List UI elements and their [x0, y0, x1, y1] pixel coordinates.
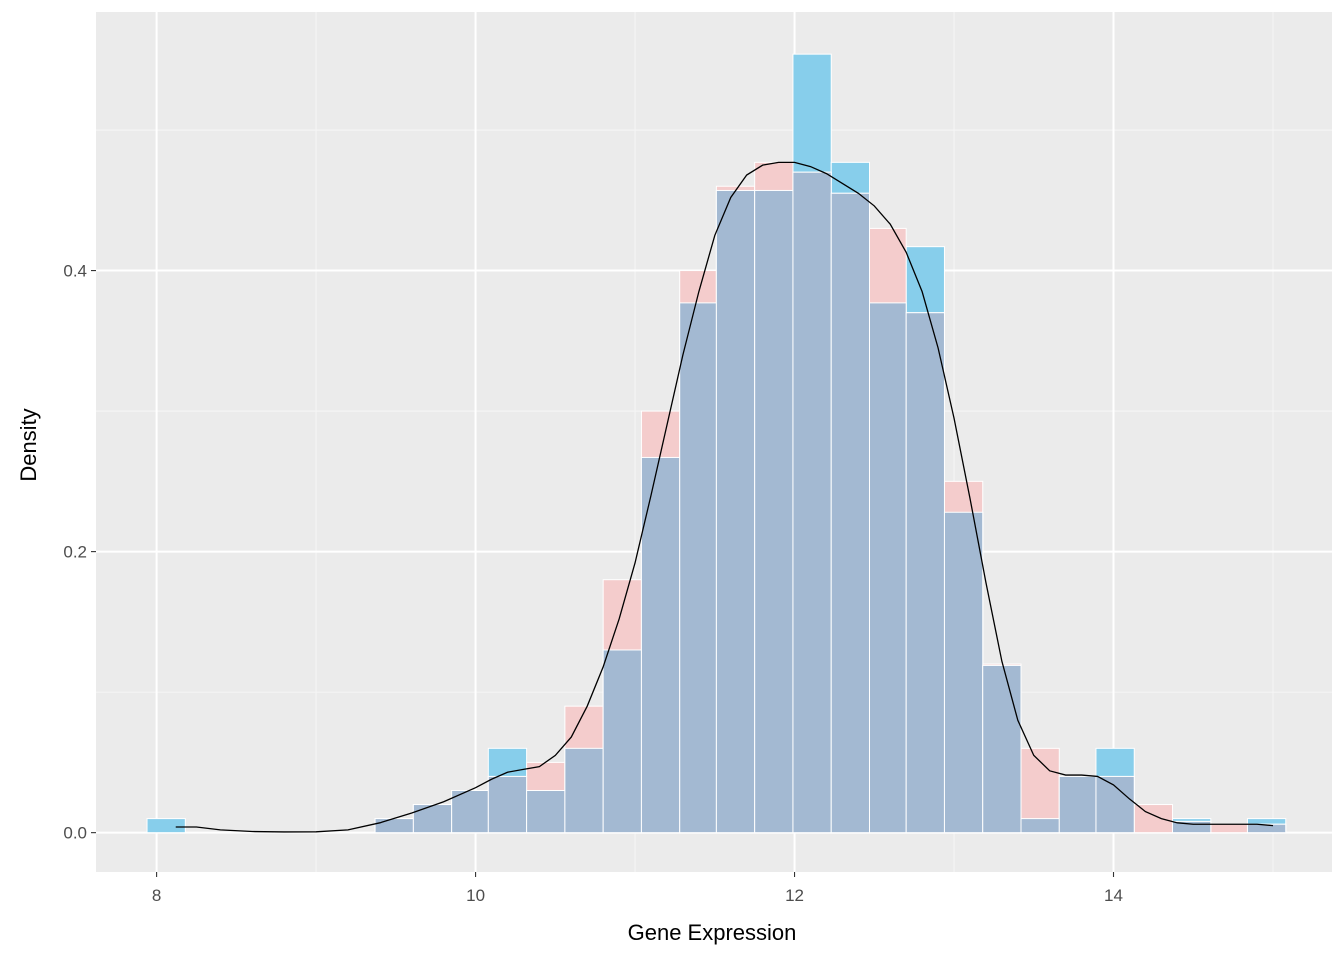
overlap-histogram-bar: [679, 302, 717, 834]
blue-histogram-bar: [146, 818, 186, 834]
density-curve: [175, 161, 1274, 833]
overlap-histogram-bar: [943, 511, 984, 834]
overlap-histogram-bar: [374, 818, 414, 834]
pink-histogram-bar: [1210, 823, 1248, 834]
y-tick-label: 0.4: [63, 262, 87, 281]
overlap-histogram-bar: [412, 804, 453, 834]
overlap-histogram-bar: [487, 775, 528, 834]
overlap-histogram-bar: [754, 189, 794, 834]
overlap-histogram-bar: [1058, 775, 1097, 834]
overlap-histogram-bar: [1020, 818, 1060, 834]
pink-histogram-bar: [1133, 804, 1174, 834]
x-tick-label: 8: [152, 886, 161, 905]
overlap-histogram-bar: [792, 171, 832, 834]
y-tick-label: 0.0: [63, 824, 87, 843]
overlap-histogram-bar: [1095, 775, 1135, 834]
x-axis-title: Gene Expression: [628, 920, 797, 945]
overlap-histogram-bar: [715, 189, 756, 834]
overlap-histogram-bar: [451, 789, 489, 834]
y-axis-ticks: 0.0 0.2 0.4: [63, 262, 96, 843]
overlap-histogram-bar: [1246, 823, 1287, 834]
overlap-histogram-bar: [830, 192, 870, 834]
x-axis-ticks: 8 10 12 14: [152, 872, 1123, 905]
overlap-histogram-bar: [982, 664, 1022, 834]
x-tick-label: 10: [466, 886, 485, 905]
overlap-histogram-bar: [640, 456, 681, 834]
x-tick-label: 14: [1104, 886, 1123, 905]
overlap-histogram-bar: [602, 649, 642, 834]
x-tick-label: 12: [785, 886, 804, 905]
y-tick-label: 0.2: [63, 543, 87, 562]
overlap-histogram-bar: [564, 747, 604, 834]
y-axis-title: Density: [16, 408, 41, 481]
overlap-histogram-bar: [905, 312, 945, 834]
overlap-histogram-bar: [868, 302, 907, 834]
overlap-histogram: [374, 171, 1287, 834]
overlap-histogram-bar: [526, 789, 566, 834]
overlap-histogram-bar: [1172, 820, 1212, 834]
